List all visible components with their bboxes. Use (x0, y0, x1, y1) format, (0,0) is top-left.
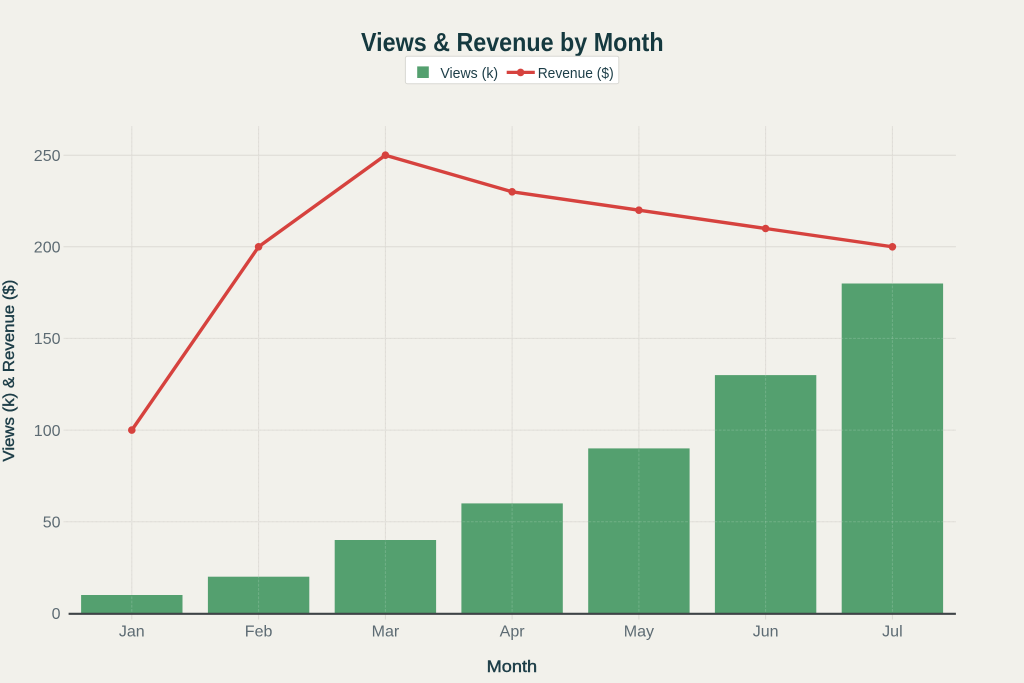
svg-text:Revenue ($): Revenue ($) (538, 65, 614, 82)
svg-text:Jul: Jul (882, 624, 902, 641)
svg-text:50: 50 (43, 515, 61, 532)
svg-text:Mar: Mar (372, 624, 400, 641)
svg-text:Feb: Feb (245, 624, 273, 641)
svg-text:250: 250 (34, 148, 61, 165)
svg-text:Apr: Apr (500, 624, 526, 641)
svg-text:Jan: Jan (119, 624, 145, 641)
svg-text:Month: Month (487, 657, 538, 676)
svg-text:Views (k): Views (k) (440, 65, 498, 82)
svg-text:Views & Revenue by Month: Views & Revenue by Month (361, 27, 664, 57)
svg-text:May: May (624, 624, 654, 641)
svg-text:0: 0 (52, 606, 61, 623)
svg-text:Jun: Jun (753, 624, 779, 641)
svg-text:100: 100 (34, 423, 61, 440)
svg-text:200: 200 (34, 240, 61, 257)
svg-text:Views (k) & Revenue ($): Views (k) & Revenue ($) (1, 280, 18, 462)
svg-text:150: 150 (34, 331, 61, 348)
